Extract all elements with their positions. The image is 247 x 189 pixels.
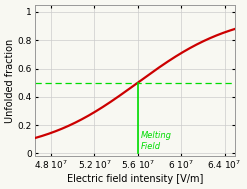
Text: Melting
Field: Melting Field xyxy=(141,131,171,150)
Y-axis label: Unfolded fraction: Unfolded fraction xyxy=(5,38,15,123)
X-axis label: Electric field intensity [V/m]: Electric field intensity [V/m] xyxy=(67,174,203,184)
